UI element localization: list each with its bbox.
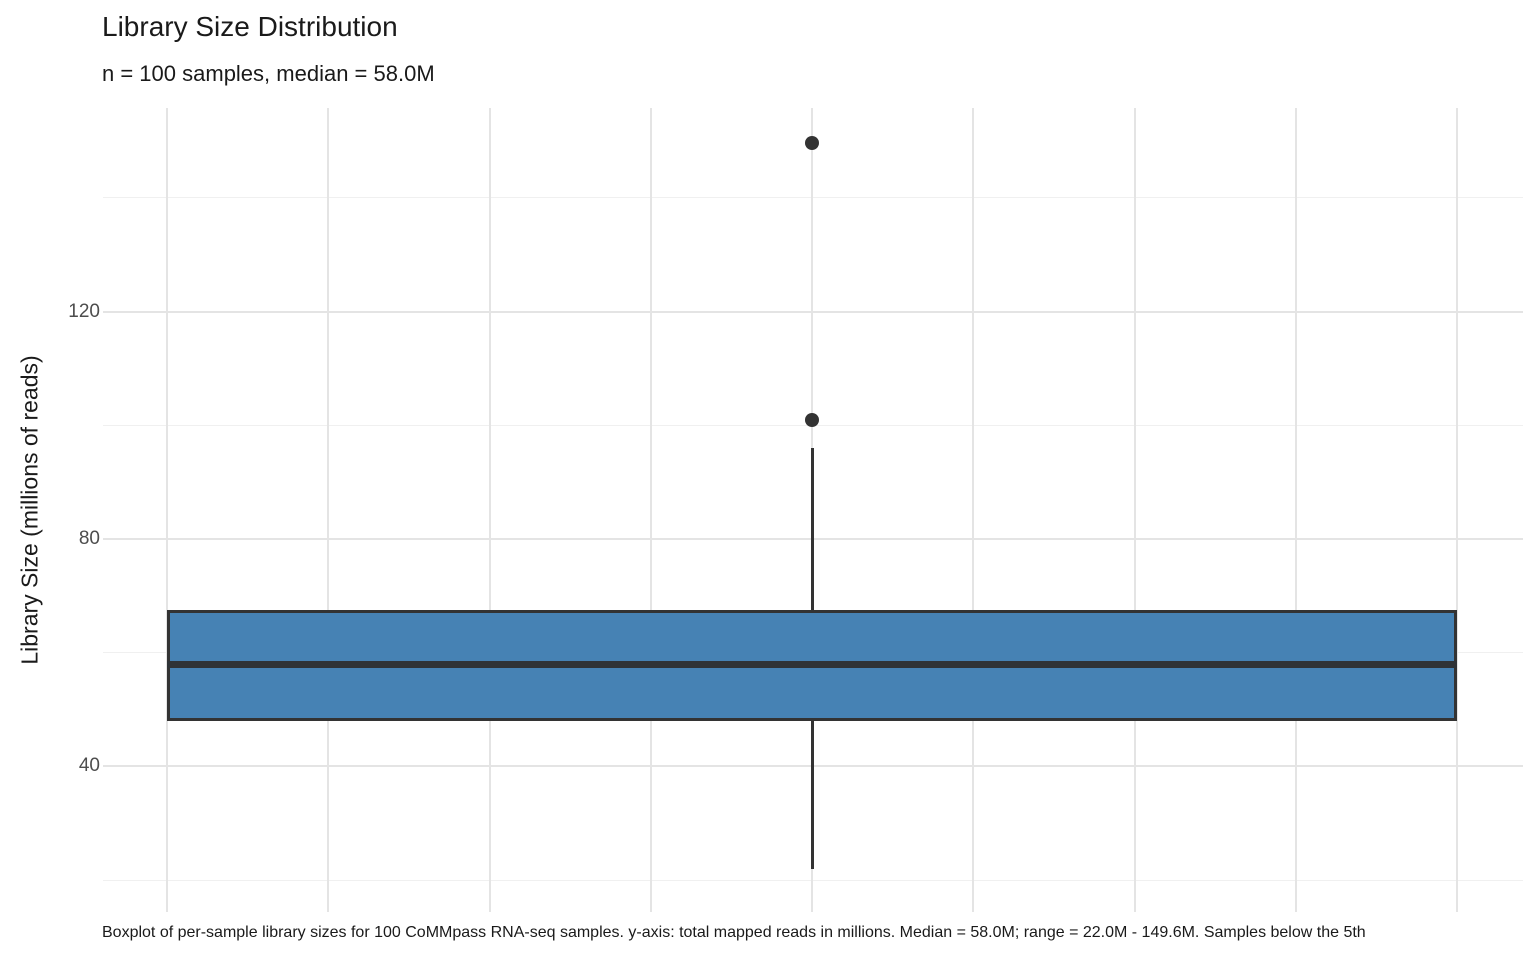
- x-gridline: [649, 108, 652, 912]
- x-gridline: [1456, 108, 1458, 912]
- x-gridline: [488, 108, 491, 912]
- x-gridline: [1133, 108, 1136, 912]
- x-gridline: [166, 108, 168, 912]
- boxplot-median-line: [167, 660, 1457, 668]
- chart-title: Library Size Distribution: [102, 11, 398, 42]
- y-tick-label: 40: [78, 755, 100, 777]
- boxplot-whisker-lower: [810, 720, 814, 869]
- x-gridline: [1294, 108, 1297, 912]
- plot-panel: [103, 108, 1523, 912]
- y-gridline-major: [103, 310, 1523, 313]
- outlier-point: [805, 136, 819, 151]
- x-gridline: [972, 108, 975, 912]
- y-gridline-minor: [103, 879, 1523, 881]
- y-gridline-minor: [103, 197, 1523, 199]
- x-gridline: [327, 108, 330, 912]
- chart-subtitle: n = 100 samples, median = 58.0M: [102, 61, 435, 86]
- chart-caption: Boxplot of per-sample library sizes for …: [102, 924, 1366, 941]
- y-tick-label: 120: [68, 300, 100, 322]
- y-axis-title: Library Size (millions of reads): [16, 355, 43, 665]
- boxplot-whisker-upper: [810, 448, 814, 611]
- outlier-point: [805, 412, 819, 427]
- y-tick-label: 80: [78, 527, 100, 549]
